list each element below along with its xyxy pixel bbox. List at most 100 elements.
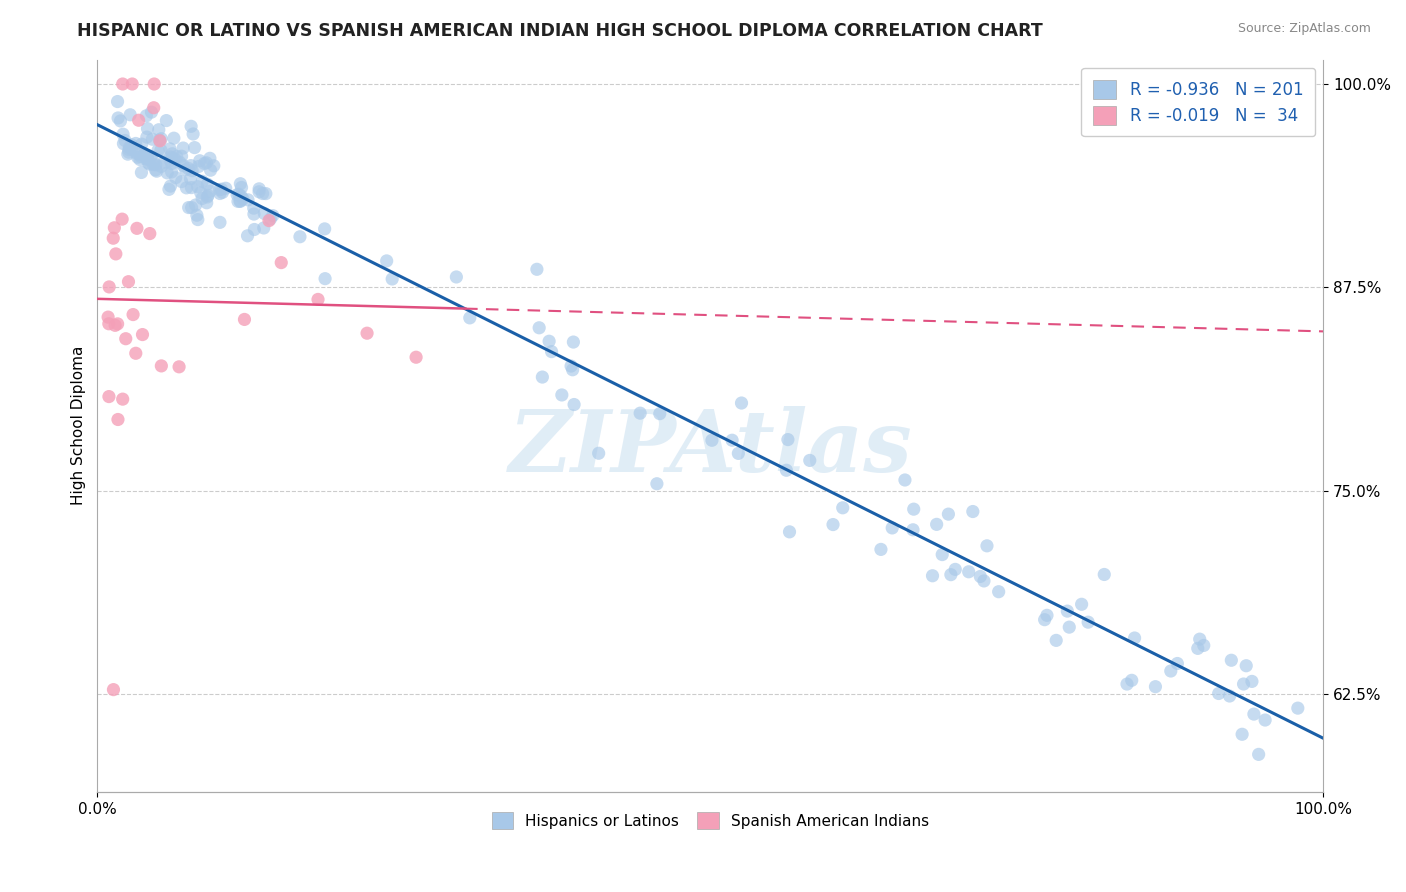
Point: [160, 156, 183, 170]
Point: [1187, 641, 1209, 656]
Point: [117, 147, 139, 161]
Point: [561, 363, 583, 377]
Point: [191, 174, 214, 188]
Point: [1192, 639, 1215, 653]
Point: [197, 188, 219, 202]
Point: [179, 171, 201, 186]
Point: [211, 186, 233, 200]
Point: [97, 310, 120, 325]
Point: [103, 682, 125, 697]
Point: [962, 504, 984, 518]
Point: [149, 143, 172, 157]
Point: [588, 446, 610, 460]
Point: [149, 134, 172, 148]
Point: [270, 255, 292, 269]
Point: [125, 221, 148, 235]
Point: [232, 192, 254, 206]
Point: [236, 228, 259, 243]
Point: [112, 127, 135, 141]
Point: [1188, 632, 1211, 647]
Point: [208, 186, 231, 201]
Point: [551, 388, 574, 402]
Point: [242, 201, 264, 215]
Point: [195, 195, 218, 210]
Point: [177, 201, 200, 215]
Point: [1234, 658, 1257, 673]
Point: [97, 390, 120, 404]
Point: [160, 146, 183, 161]
Point: [104, 318, 127, 333]
Point: [700, 434, 723, 448]
Point: [1166, 657, 1188, 671]
Point: [157, 182, 180, 196]
Point: [254, 186, 277, 201]
Point: [150, 359, 173, 373]
Point: [229, 189, 252, 203]
Point: [727, 446, 749, 460]
Point: [1116, 677, 1139, 691]
Point: [628, 406, 651, 420]
Point: [160, 151, 183, 165]
Point: [1077, 615, 1099, 629]
Point: [148, 133, 170, 147]
Text: ZIPAtlas: ZIPAtlas: [509, 406, 912, 490]
Point: [229, 194, 252, 208]
Point: [527, 320, 550, 334]
Point: [882, 521, 904, 535]
Point: [233, 312, 256, 326]
Point: [135, 109, 157, 123]
Point: [139, 149, 162, 163]
Point: [180, 180, 202, 194]
Point: [1247, 747, 1270, 762]
Point: [976, 539, 998, 553]
Point: [111, 212, 134, 227]
Point: [131, 165, 153, 179]
Point: [1059, 620, 1081, 634]
Point: [195, 177, 218, 191]
Point: [169, 155, 191, 169]
Point: [229, 177, 252, 191]
Point: [98, 280, 121, 294]
Point: [134, 148, 156, 162]
Point: [103, 231, 125, 245]
Point: [226, 194, 249, 209]
Point: [180, 120, 202, 134]
Point: [97, 317, 120, 331]
Point: [831, 500, 853, 515]
Point: [903, 502, 925, 516]
Point: [195, 155, 218, 169]
Point: [184, 198, 207, 212]
Point: [142, 158, 165, 172]
Point: [177, 161, 200, 176]
Point: [356, 326, 378, 341]
Point: [148, 122, 170, 136]
Point: [107, 95, 129, 109]
Point: [228, 187, 250, 202]
Point: [120, 137, 142, 152]
Point: [1056, 604, 1078, 618]
Point: [931, 548, 953, 562]
Point: [1243, 707, 1265, 722]
Point: [943, 562, 966, 576]
Point: [821, 517, 844, 532]
Point: [107, 412, 129, 426]
Point: [174, 162, 197, 177]
Point: [314, 222, 336, 236]
Point: [1121, 673, 1143, 688]
Point: [136, 152, 159, 166]
Point: [262, 209, 284, 223]
Point: [135, 130, 157, 145]
Point: [166, 149, 188, 163]
Point: [117, 275, 139, 289]
Point: [146, 144, 169, 158]
Point: [215, 181, 238, 195]
Point: [187, 179, 209, 194]
Point: [183, 140, 205, 154]
Point: [193, 156, 215, 170]
Point: [186, 208, 208, 222]
Point: [120, 142, 142, 156]
Point: [181, 163, 204, 178]
Point: [170, 175, 193, 189]
Point: [128, 147, 150, 161]
Point: [159, 142, 181, 156]
